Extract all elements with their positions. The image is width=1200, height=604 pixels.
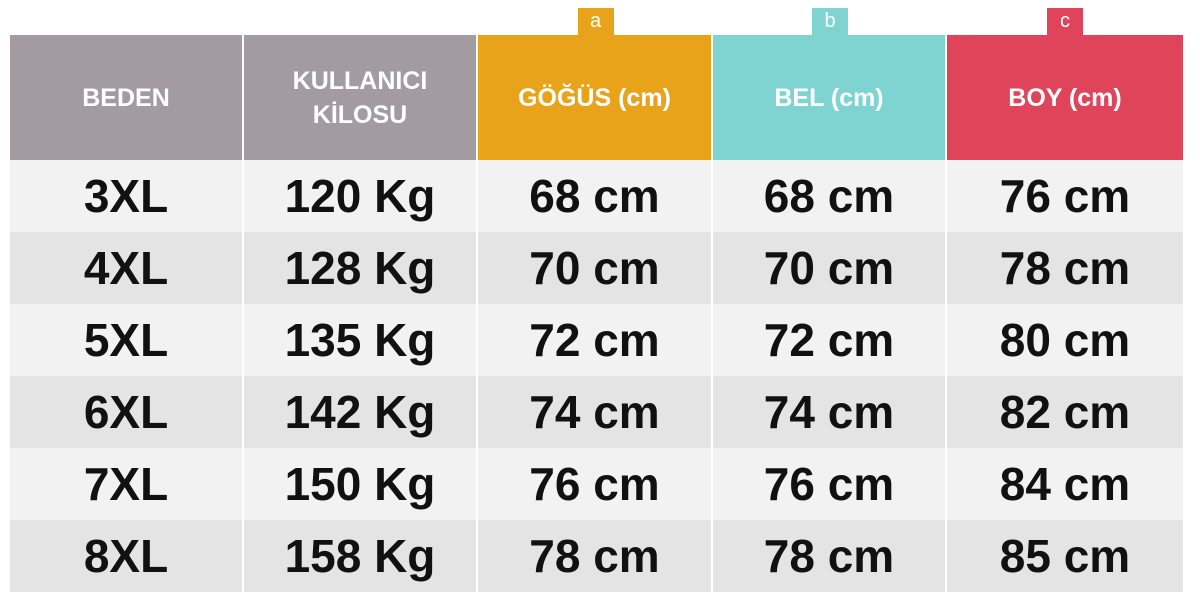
table-cell: 78 cm [947,232,1183,304]
table-cell: 5XL [10,304,244,376]
table-cell: 74 cm [478,376,713,448]
table-cell: 72 cm [713,304,947,376]
table-cell: 158 Kg [244,520,478,592]
table-cell: 70 cm [478,232,713,304]
table-cell: 80 cm [947,304,1183,376]
header-cell: BEL (cm) [713,35,947,160]
table-cell: 4XL [10,232,244,304]
table-cell: 78 cm [713,520,947,592]
table-cell: 7XL [10,448,244,520]
column-tab: a [577,8,614,35]
table-cell: 78 cm [478,520,713,592]
table-cell: 6XL [10,376,244,448]
table-cell: 8XL [10,520,244,592]
table-cell: 128 Kg [244,232,478,304]
table-cell: 85 cm [947,520,1183,592]
table-cell: 70 cm [713,232,947,304]
table-cell: 84 cm [947,448,1183,520]
header-cell: KULLANICI KİLOSU [244,35,478,160]
column-tab: c [1047,8,1083,35]
table-cell: 135 Kg [244,304,478,376]
header-cell: BOY (cm) [947,35,1183,160]
table-cell: 76 cm [947,160,1183,232]
table-cell: 120 Kg [244,160,478,232]
table-cell: 74 cm [713,376,947,448]
header-cell: GÖĞÜS (cm) [478,35,713,160]
table-cell: 150 Kg [244,448,478,520]
table-cell: 68 cm [478,160,713,232]
table-cell: 76 cm [478,448,713,520]
table-cell: 76 cm [713,448,947,520]
table-cell: 142 Kg [244,376,478,448]
column-tab: b [812,8,848,35]
table-cell: 68 cm [713,160,947,232]
header-cell: BEDEN [10,35,244,160]
table-cell: 3XL [10,160,244,232]
table-cell: 82 cm [947,376,1183,448]
table-cell: 72 cm [478,304,713,376]
